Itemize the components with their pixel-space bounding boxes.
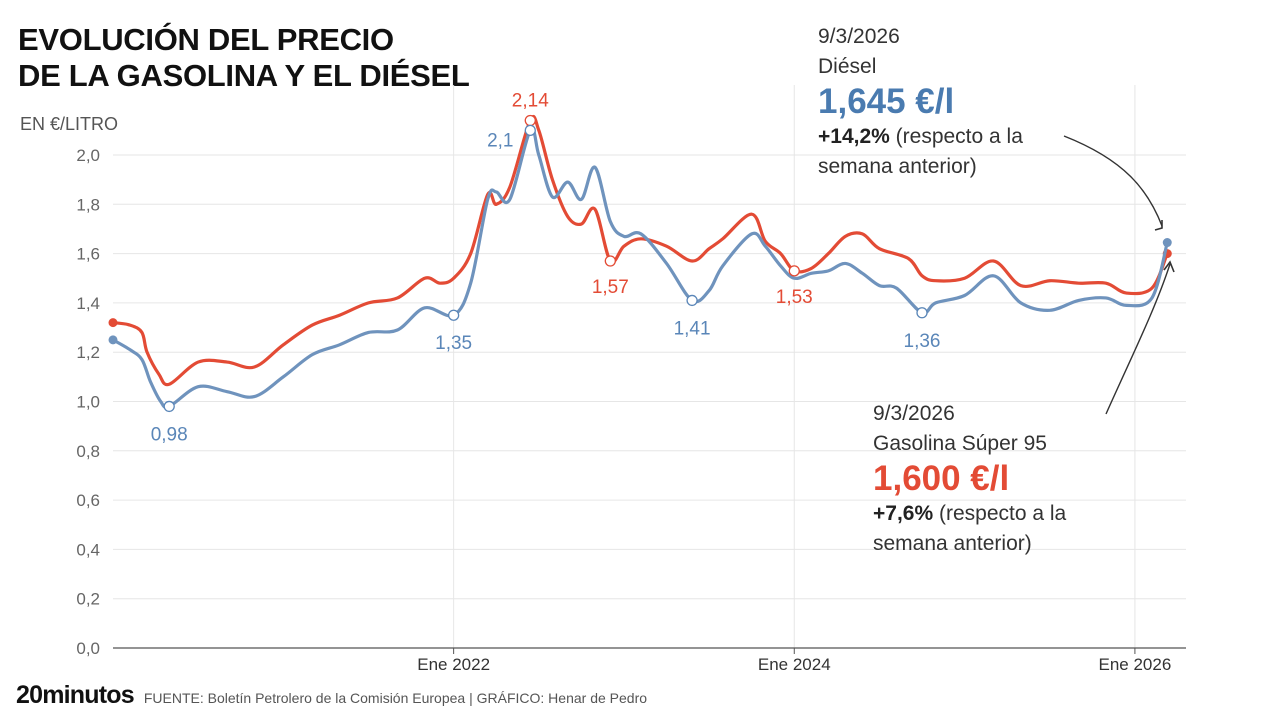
source-credit: FUENTE: Boletín Petrolero de la Comisión…	[143, 690, 648, 706]
diesel-change-value: +14,2%	[818, 125, 890, 148]
gasoline-change-note: (respecto a la	[933, 502, 1067, 525]
min-max-marker	[788, 265, 800, 277]
data-label: 1,57	[592, 277, 629, 298]
min-max-marker	[686, 294, 698, 307]
min-max-marker	[524, 124, 536, 137]
y-tick-label: 1,6	[76, 245, 100, 264]
min-max-marker	[524, 114, 536, 127]
gasoline-date: 9/3/2026	[873, 402, 955, 425]
diesel-change-note-2: semana anterior)	[818, 155, 977, 178]
data-label: 1,36	[904, 331, 941, 352]
data-label: 1,35	[435, 333, 472, 354]
brand-logo[interactable]: 20minutos	[16, 681, 135, 709]
gasoline-price: 1,600 €/l	[873, 459, 1010, 498]
gasoline-start-point	[108, 318, 118, 328]
data-label: 2,14	[512, 90, 549, 111]
min-max-marker	[447, 309, 460, 321]
diesel-callout-arrow	[1063, 135, 1163, 227]
y-tick-label: 0,4	[76, 540, 100, 559]
x-tick-label: Ene 2022	[417, 655, 490, 674]
min-max-marker	[916, 307, 928, 319]
gasoline-name: Gasolina Súper 95	[873, 432, 1047, 455]
diesel-callout: 9/3/2026 Diésel 1,645 €/l +14,2% (respec…	[818, 22, 1023, 182]
gasoline-callout: 9/3/2026 Gasolina Súper 95 1,600 €/l +7,…	[873, 399, 1066, 559]
x-tick-label: Ene 2024	[758, 655, 831, 674]
gasoline-change-value: +7,6%	[873, 502, 934, 525]
diesel-change-note: (respecto a la	[889, 125, 1023, 148]
chart-title: EVOLUCIÓN DEL PRECIO DE LA GASOLINA Y EL…	[18, 22, 470, 94]
y-tick-label: 1,8	[76, 195, 100, 214]
y-tick-label: 0,8	[76, 442, 100, 461]
diesel-series-line	[111, 127, 1169, 409]
gasoline-change-note-2: semana anterior)	[873, 532, 1032, 555]
chart-title-line-2: DE LA GASOLINA Y EL DIÉSEL	[18, 58, 470, 93]
data-label: 1,41	[674, 318, 711, 339]
diesel-change: +14,2% (respecto a la	[818, 122, 1023, 152]
diesel-price: 1,645 €/l	[818, 82, 955, 121]
y-tick-label: 0,0	[76, 639, 100, 658]
y-tick-label: 1,4	[76, 294, 100, 313]
x-tick-label: Ene 2026	[1099, 655, 1172, 674]
diesel-name: Diésel	[818, 55, 877, 78]
diesel-arrow-head	[1154, 220, 1163, 231]
y-tick-label: 0,6	[76, 491, 100, 510]
diesel-start-point	[108, 335, 118, 345]
data-label: 1,53	[776, 287, 813, 308]
y-tick-label: 0,2	[76, 590, 100, 609]
gasoline-callout-arrow	[1105, 263, 1171, 415]
y-tick-label: 1,2	[76, 343, 100, 362]
unit-label: EN €/LITRO	[20, 114, 119, 134]
diesel-date: 9/3/2026	[818, 25, 900, 48]
chart-title-line-1: EVOLUCIÓN DEL PRECIO	[18, 22, 394, 57]
footer: 20minutos FUENTE: Boletín Petrolero de l…	[16, 681, 647, 710]
gasoline-change: +7,6% (respecto a la	[873, 499, 1066, 529]
data-label: 2,1	[487, 130, 513, 151]
min-max-marker	[163, 400, 175, 413]
gasoline-arrow-head	[1163, 260, 1175, 273]
data-label: 0,98	[151, 424, 188, 445]
min-max-marker	[604, 255, 616, 267]
diesel-end-point	[1162, 238, 1172, 248]
y-tick-label: 1,0	[76, 393, 100, 412]
y-tick-label: 2,0	[76, 146, 100, 165]
